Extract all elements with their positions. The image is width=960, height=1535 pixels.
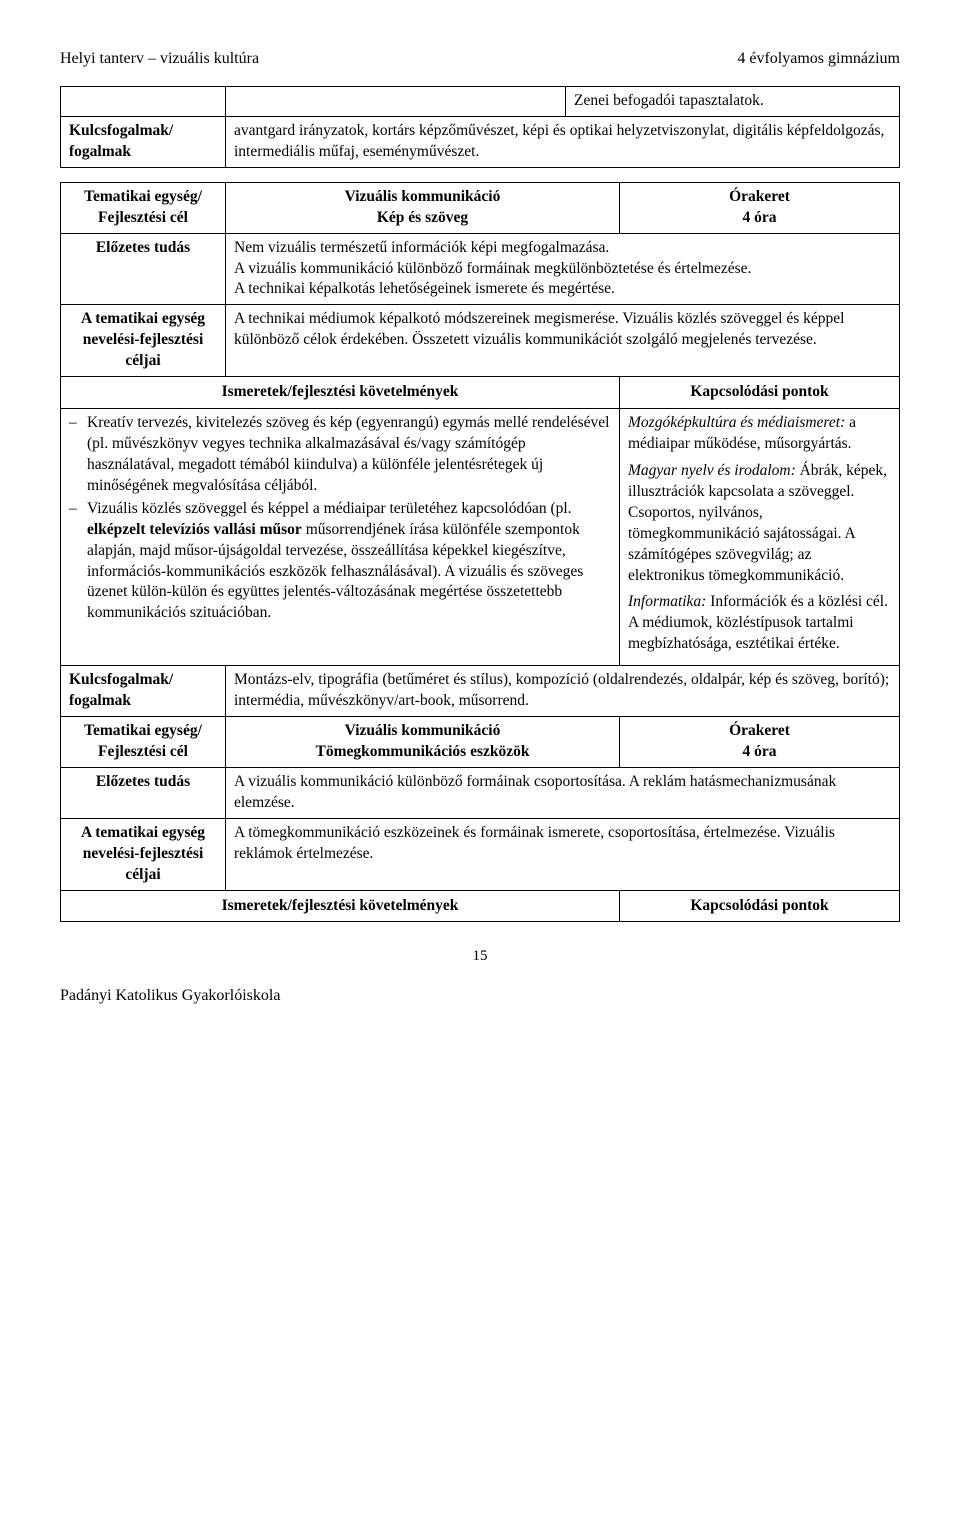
- ismeretek-header: Ismeretek/fejlesztési követelmények: [61, 377, 620, 409]
- empty-cell: [226, 87, 566, 117]
- kulcsfogalmak-label: Kulcsfogalmak/ fogalmak: [61, 116, 226, 167]
- orakeret2-label: Órakeret: [729, 722, 790, 739]
- ismeretek-content: Kreatív tervezés, kivitelezés szöveg és …: [61, 409, 620, 666]
- orakeret2-value: 4 óra: [742, 743, 776, 760]
- kulcsfogalmak2-label: Kulcsfogalmak/ fogalmak: [61, 666, 226, 717]
- bullet-1: Kreatív tervezés, kivitelezés szöveg és …: [69, 413, 611, 497]
- tematikai-title: Vizuális kommunikáció Kép és szöveg: [226, 182, 620, 233]
- tematikai-label: Tematikai egység/ Fejlesztési cél: [61, 182, 226, 233]
- page-header: Helyi tanterv – vizuális kultúra 4 évfol…: [60, 50, 900, 68]
- celjai-content: A technikai médiumok képalkotó módszerei…: [226, 305, 900, 377]
- bullet-2: Vizuális közlés szöveggel és képpel a mé…: [69, 499, 611, 625]
- kp1-i: Mozgóképkultúra és médiaismeret:: [628, 414, 845, 431]
- header-left: Helyi tanterv – vizuális kultúra: [60, 50, 259, 68]
- tematikai2-title: Vizuális kommunikáció Tömegkommunikációs…: [226, 717, 620, 768]
- header-right: 4 évfolyamos gimnázium: [737, 50, 900, 68]
- orakeret-value: 4 óra: [742, 209, 776, 226]
- kapcsolodasi-content: Mozgóképkultúra és médiaismeret: a média…: [620, 409, 900, 666]
- title-line1: Vizuális kommunikáció: [345, 188, 501, 205]
- kulcsfogalmak-content: avantgard irányzatok, kortárs képzőművés…: [226, 116, 900, 167]
- orakeret2: Órakeret 4 óra: [620, 717, 900, 768]
- kapcsolodasi2-header: Kapcsolódási pontok: [620, 890, 900, 922]
- title2-line2: Tömegkommunikációs eszközök: [316, 743, 530, 760]
- table-kulcsfogalmak-1: Zenei befogadói tapasztalatok. Kulcsfoga…: [60, 86, 900, 168]
- kp2-i: Magyar nyelv és irodalom:: [628, 462, 796, 479]
- celjai-label: A tematikai egység nevelési-fejlesztési …: [61, 305, 226, 377]
- kp2-t: Ábrák, képek, illusztrációk kapcsolata a…: [628, 462, 887, 584]
- elozetes-label: Előzetes tudás: [61, 233, 226, 305]
- kulcsfogalmak2-content: Montázs-elv, tipográfia (betűméret és st…: [226, 666, 900, 717]
- empty-cell: [61, 87, 226, 117]
- page-number: 15: [60, 948, 900, 965]
- bullet-1-text: Kreatív tervezés, kivitelezés szöveg és …: [87, 414, 609, 494]
- title-line2: Kép és szöveg: [377, 209, 468, 226]
- ismeretek2-header: Ismeretek/fejlesztési követelmények: [61, 890, 620, 922]
- celjai2-label: A tematikai egység nevelési-fejlesztési …: [61, 818, 226, 890]
- orakeret: Órakeret 4 óra: [620, 182, 900, 233]
- kp3-i: Informatika:: [628, 593, 706, 610]
- footer: Padányi Katolikus Gyakorlóiskola: [60, 987, 900, 1005]
- elozetes2-content: A vizuális kommunikáció különböző formái…: [226, 767, 900, 818]
- bullet-2-b: elképzelt televíziós vallási műsor: [87, 521, 302, 538]
- title2-line1: Vizuális kommunikáció: [345, 722, 501, 739]
- table-main: Tematikai egység/ Fejlesztési cél Vizuál…: [60, 182, 900, 923]
- orakeret-label: Órakeret: [729, 188, 790, 205]
- celjai2-content: A tömegkommunikáció eszközeinek és formá…: [226, 818, 900, 890]
- kapcsolodasi-header: Kapcsolódási pontok: [620, 377, 900, 409]
- elozetes2-label: Előzetes tudás: [61, 767, 226, 818]
- zenei-cell: Zenei befogadói tapasztalatok.: [566, 87, 900, 117]
- bullet-2-a: Vizuális közlés szöveggel és képpel a mé…: [87, 500, 572, 517]
- elozetes-content: Nem vizuális természetű információk képi…: [226, 233, 900, 305]
- tematikai2-label: Tematikai egység/ Fejlesztési cél: [61, 717, 226, 768]
